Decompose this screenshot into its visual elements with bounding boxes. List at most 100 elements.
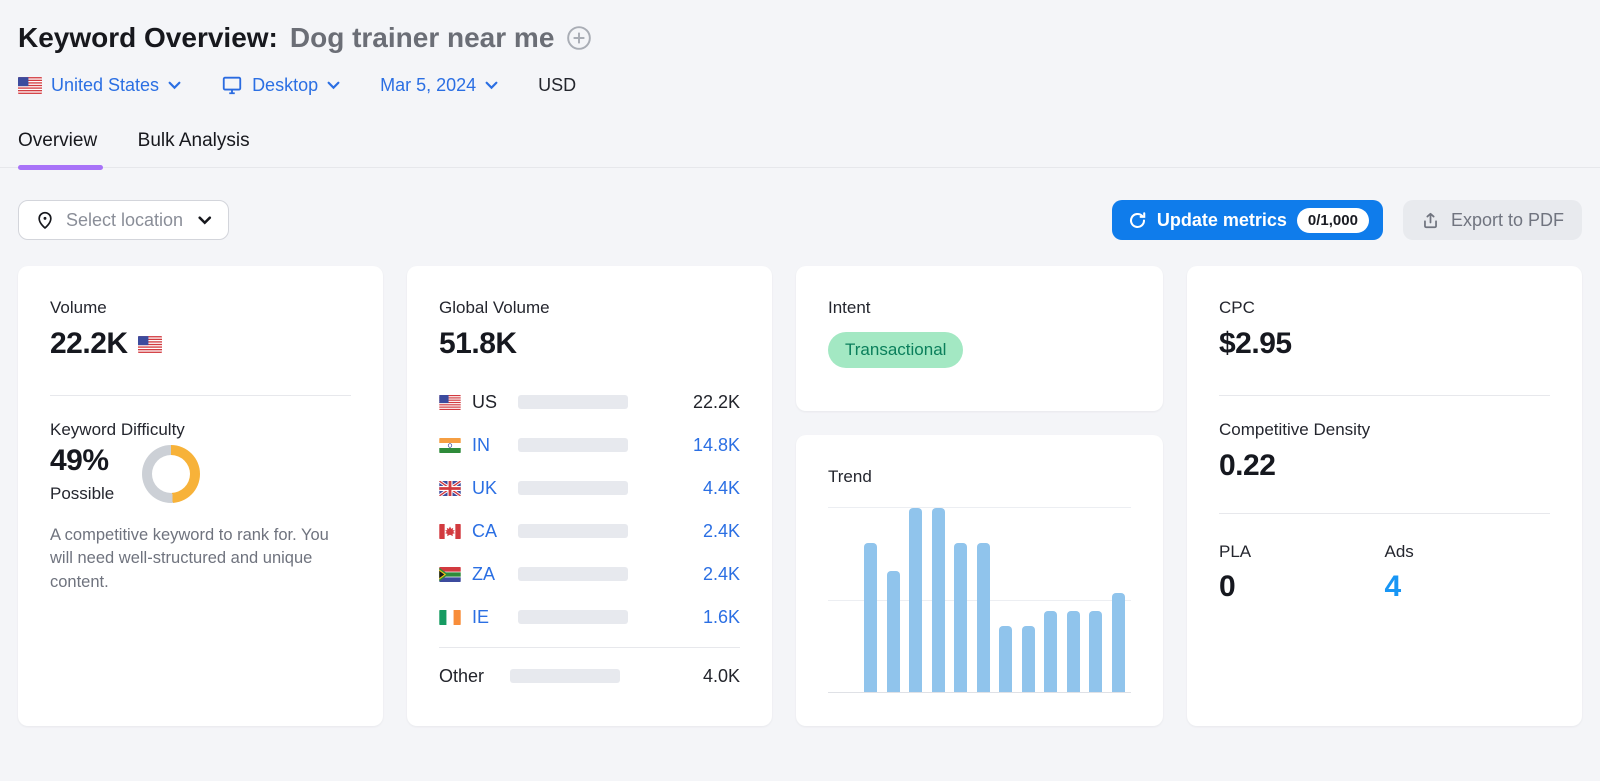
za-flag-icon bbox=[439, 566, 461, 582]
keyword-difficulty-block: 49% Possible bbox=[50, 444, 351, 504]
in-flag-icon bbox=[439, 437, 461, 453]
global-volume-card: Global Volume 51.8K US 22.2K IN 14.8K bbox=[407, 266, 772, 726]
volume-bar-track bbox=[518, 395, 628, 409]
chevron-down-icon bbox=[198, 215, 212, 225]
select-location-placeholder: Select location bbox=[66, 209, 184, 230]
ads-value[interactable]: 4 bbox=[1384, 570, 1402, 603]
intent-card: Intent Transactional bbox=[796, 266, 1163, 411]
toolbar: Select location Update metrics 0/1,000 E… bbox=[18, 200, 1582, 240]
global-volume-rows: US 22.2K IN 14.8K UK 4.4K bbox=[439, 387, 740, 691]
ie-flag-icon bbox=[439, 609, 461, 625]
trend-bar bbox=[886, 570, 900, 692]
cpc-label: CPC bbox=[1219, 298, 1255, 317]
ads-column: Ads 4 bbox=[1385, 542, 1551, 604]
competitive-density-value: 0.22 bbox=[1219, 449, 1276, 482]
select-location-dropdown[interactable]: Select location bbox=[18, 200, 230, 240]
country-row-us: US 22.2K bbox=[439, 387, 740, 417]
intent-label: Intent bbox=[828, 298, 871, 317]
pla-column: PLA 0 bbox=[1219, 542, 1385, 604]
global-volume-value: 51.8K bbox=[439, 327, 517, 360]
trend-bar bbox=[976, 542, 990, 692]
cpc-value: $2.95 bbox=[1219, 327, 1292, 360]
page-header: Keyword Overview: Dog trainer near me bbox=[18, 22, 1582, 54]
divider bbox=[439, 647, 740, 648]
desktop-icon bbox=[221, 74, 243, 96]
trend-bar bbox=[931, 508, 945, 692]
trend-bars bbox=[864, 508, 1125, 692]
ca-flag-icon bbox=[439, 523, 461, 539]
trend-bar bbox=[1021, 625, 1035, 692]
trend-bar bbox=[954, 542, 968, 692]
country-row-uk: UK 4.4K bbox=[439, 473, 740, 503]
trend-card: Trend bbox=[796, 435, 1163, 726]
country-selector-label: United States bbox=[51, 74, 160, 95]
tab-overview[interactable]: Overview bbox=[18, 130, 104, 170]
country-row-za: ZA 2.4K bbox=[439, 559, 740, 589]
volume-label: Volume bbox=[50, 298, 107, 317]
divider bbox=[1219, 395, 1550, 396]
volume-bar-track bbox=[518, 567, 628, 581]
country-code-link[interactable]: CA bbox=[472, 520, 498, 541]
device-selector[interactable]: Desktop bbox=[221, 74, 340, 96]
date-selector-label: Mar 5, 2024 bbox=[380, 74, 477, 95]
country-code-link[interactable]: IN bbox=[472, 434, 490, 455]
country-volume-value[interactable]: 2.4K bbox=[702, 563, 740, 584]
volume-bar-track bbox=[518, 438, 628, 452]
country-row-in: IN 14.8K bbox=[439, 430, 740, 460]
trend-bar bbox=[864, 542, 877, 692]
pla-ads-block: PLA 0 Ads 4 bbox=[1219, 542, 1550, 604]
volume-difficulty-card: Volume 22.2K Keyword Difficulty 49% Poss… bbox=[18, 266, 383, 726]
trend-bar bbox=[999, 625, 1013, 692]
update-metrics-button[interactable]: Update metrics 0/1,000 bbox=[1111, 200, 1383, 240]
volume-value: 22.2K bbox=[50, 327, 351, 361]
tab-bulk-analysis[interactable]: Bulk Analysis bbox=[137, 130, 250, 151]
country-volume-value[interactable]: 2.4K bbox=[702, 520, 740, 541]
country-selector[interactable]: United States bbox=[18, 75, 181, 96]
country-code: Other bbox=[439, 665, 485, 686]
country-volume-value: 4.0K bbox=[702, 665, 740, 686]
add-keyword-icon[interactable] bbox=[566, 25, 592, 51]
keyword-difficulty-level: Possible bbox=[50, 484, 115, 503]
country-volume-value[interactable]: 1.6K bbox=[702, 606, 740, 627]
country-code-link[interactable]: ZA bbox=[472, 563, 496, 584]
export-pdf-button[interactable]: Export to PDF bbox=[1402, 200, 1582, 240]
difficulty-donut-chart bbox=[142, 445, 201, 503]
keyword-difficulty-description: A competitive keyword to rank for. You w… bbox=[50, 526, 329, 591]
refresh-icon bbox=[1128, 211, 1147, 230]
ads-label: Ads bbox=[1384, 542, 1414, 561]
update-metrics-label: Update metrics bbox=[1156, 209, 1287, 230]
volume-bar-track bbox=[518, 610, 628, 624]
country-row-ie: IE 1.6K bbox=[439, 602, 740, 632]
pla-label: PLA bbox=[1219, 542, 1252, 561]
pla-value: 0 bbox=[1219, 570, 1236, 603]
device-selector-label: Desktop bbox=[252, 74, 319, 95]
trend-bar bbox=[1111, 592, 1125, 692]
country-volume-value[interactable]: 14.8K bbox=[692, 434, 740, 455]
export-upload-icon bbox=[1421, 211, 1440, 230]
filters-bar: United States Desktop Mar 5, 2024 USD bbox=[18, 74, 1582, 96]
country-volume-value[interactable]: 4.4K bbox=[702, 477, 740, 498]
volume-bar-track bbox=[518, 524, 628, 538]
trend-bar bbox=[909, 508, 923, 692]
cpc-card: CPC $2.95 Competitive Density 0.22 PLA 0… bbox=[1187, 266, 1582, 726]
chevron-down-icon bbox=[485, 81, 498, 90]
country-row-other: Other 4.0K bbox=[439, 661, 740, 691]
us-flag-icon bbox=[439, 394, 461, 410]
trend-chart bbox=[828, 507, 1131, 693]
chevron-down-icon bbox=[168, 81, 181, 90]
chevron-down-icon bbox=[327, 81, 340, 90]
divider bbox=[1219, 513, 1550, 514]
country-code-link[interactable]: IE bbox=[472, 606, 490, 627]
update-metrics-counter: 0/1,000 bbox=[1296, 207, 1369, 233]
country-volume-value: 22.2K bbox=[692, 391, 740, 412]
intent-trend-column: Intent Transactional Trend bbox=[796, 266, 1163, 726]
country-code-link[interactable]: UK bbox=[472, 477, 498, 498]
volume-bar-track bbox=[510, 669, 620, 683]
date-selector[interactable]: Mar 5, 2024 bbox=[380, 75, 498, 96]
keyword-difficulty-value: 49% bbox=[50, 444, 109, 477]
trend-bar bbox=[1089, 611, 1103, 692]
divider bbox=[50, 395, 351, 396]
export-pdf-label: Export to PDF bbox=[1450, 209, 1564, 230]
keyword-overview-page: Keyword Overview: Dog trainer near me Un… bbox=[0, 22, 1600, 726]
intent-badge: Transactional bbox=[828, 332, 964, 368]
